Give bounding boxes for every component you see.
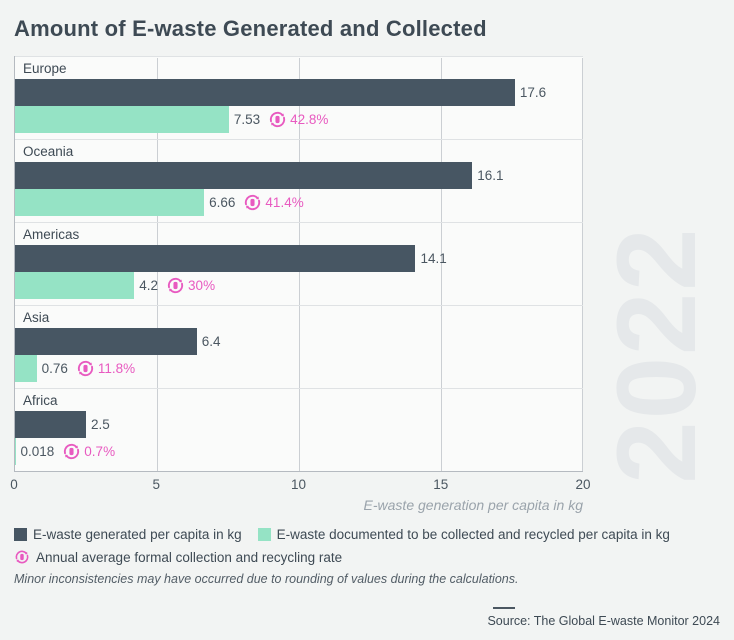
collected-bar[interactable] <box>15 355 37 382</box>
generated-bar-row: 17.6 <box>15 79 583 106</box>
generated-bar[interactable] <box>15 411 86 438</box>
x-tick: 0 <box>10 477 18 492</box>
collected-bar-row: 4.2 30% <box>15 272 583 299</box>
generated-value: 14.1 <box>420 251 447 266</box>
collected-bar[interactable] <box>15 438 16 465</box>
region-group: Africa 2.5 0.018 0.7% <box>15 388 583 471</box>
x-tick: 20 <box>575 477 591 492</box>
collected-bar-row: 7.53 42.8% <box>15 106 583 133</box>
region-group: Asia 6.4 0.76 11.8% <box>15 305 583 388</box>
collected-value: 4.2 <box>139 278 159 293</box>
collected-bar-row: 0.76 11.8% <box>15 355 583 382</box>
recycling-rate-value: 0.7% <box>84 444 116 459</box>
generated-bar[interactable] <box>15 245 416 272</box>
recycle-icon <box>243 193 262 212</box>
recycle-icon <box>76 359 95 378</box>
legend-item-rate[interactable]: Annual average formal collection and rec… <box>36 549 343 565</box>
page-title: Amount of E-waste Generated and Collecte… <box>14 16 487 41</box>
generated-bar-row: 2.5 <box>15 411 583 438</box>
collected-value: 0.76 <box>41 361 68 376</box>
region-label: Americas <box>23 227 80 242</box>
legend-item-collected[interactable]: E-waste documented to be collected and r… <box>276 527 670 542</box>
region-group: Americas 14.1 4.2 30% <box>15 222 583 305</box>
generated-bar[interactable] <box>15 162 473 189</box>
collected-bar-row: 0.018 0.7% <box>15 438 583 465</box>
region-group: Europe 17.6 7.53 42.8% <box>15 56 583 139</box>
recycling-rate-value: 30% <box>188 278 216 293</box>
collected-bar[interactable] <box>15 106 229 133</box>
generated-bar[interactable] <box>15 328 197 355</box>
collected-value: 7.53 <box>233 112 261 127</box>
source-divider <box>493 607 516 609</box>
generated-bar-row: 16.1 <box>15 162 583 189</box>
generated-bar-row: 6.4 <box>15 328 583 355</box>
source-attribution: Source: The Global E-waste Monitor 2024 <box>487 607 720 628</box>
collected-value: 6.66 <box>209 195 236 210</box>
collected-bar[interactable] <box>15 189 205 216</box>
bar-groups: Europe 17.6 7.53 42.8% Oceania 16.1 6.66… <box>15 56 583 471</box>
legend: E-waste generated per capita in kg E-was… <box>14 527 720 565</box>
collected-value: 0.018 <box>20 444 55 459</box>
generated-value: 2.5 <box>91 417 110 432</box>
x-axis: 0 5 10 15 20 <box>10 477 590 495</box>
recycle-icon <box>62 442 81 461</box>
collected-bar[interactable] <box>15 272 135 299</box>
region-label: Asia <box>23 310 50 325</box>
generated-value: 6.4 <box>201 334 221 349</box>
region-label: Europe <box>23 61 67 76</box>
region-group: Oceania 16.1 6.66 41.4% <box>15 139 583 222</box>
legend-item-generated[interactable]: E-waste generated per capita in kg <box>33 527 242 542</box>
generated-bar[interactable] <box>15 79 515 106</box>
generated-value: 16.1 <box>477 168 504 183</box>
recycle-icon <box>268 110 287 129</box>
gridline-15 <box>441 58 442 471</box>
source-label: Source: The Global E-waste Monitor 2024 <box>487 614 720 628</box>
generated-value: 17.6 <box>519 85 547 100</box>
region-label: Africa <box>23 393 58 408</box>
legend-swatch-generated <box>14 528 27 541</box>
footnote: Minor inconsistencies may have occurred … <box>14 572 519 586</box>
chart-card: Amount of E-waste Generated and Collecte… <box>10 16 720 586</box>
generated-bar-row: 14.1 <box>15 245 583 272</box>
collected-bar-row: 6.66 41.4% <box>15 189 583 216</box>
gridline-20 <box>582 58 583 471</box>
recycle-icon <box>166 276 185 295</box>
legend-swatch-collected <box>257 528 271 541</box>
recycle-icon <box>14 549 30 565</box>
x-tick: 5 <box>152 477 161 492</box>
recycling-rate-value: 11.8% <box>97 361 136 376</box>
plot-area: Europe 17.6 7.53 42.8% Oceania 16.1 6.66… <box>14 56 583 472</box>
x-axis-label: E-waste generation per capita in kg <box>363 497 583 513</box>
region-label: Oceania <box>23 144 74 159</box>
x-tick: 15 <box>433 477 449 492</box>
recycling-rate-value: 41.4% <box>265 195 304 210</box>
x-tick: 10 <box>290 477 307 492</box>
recycling-rate-value: 42.8% <box>290 112 329 127</box>
